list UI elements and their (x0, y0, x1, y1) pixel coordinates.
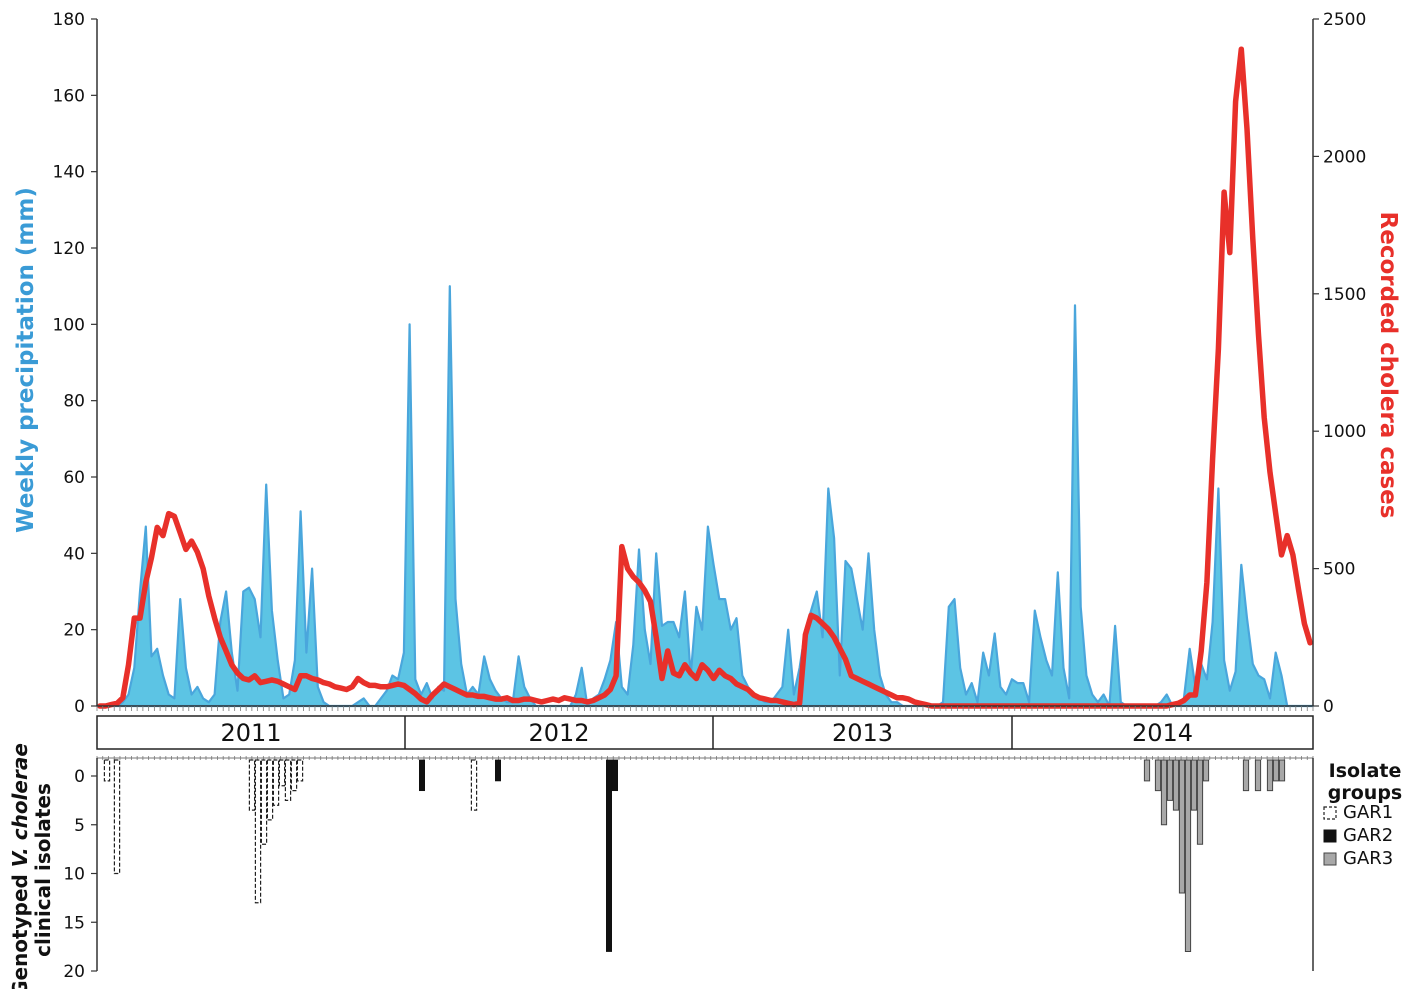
y-bottom-tick-label: 15 (63, 913, 85, 933)
legend-label-gar2: GAR2 (1343, 825, 1393, 846)
y-left-tick-label: 20 (63, 621, 85, 641)
year-label-2012: 2012 (528, 719, 589, 747)
isolate-bar-gar3 (1196, 759, 1204, 845)
isolate-bar-gar3 (1278, 759, 1286, 782)
axes-layer: 0204060801001201401601800500100015002000… (8, 10, 1366, 989)
isolate-bar-gar3 (1178, 759, 1186, 894)
y-right-tick-label: 1000 (1323, 422, 1366, 442)
isolate-bar-gar3 (1254, 759, 1262, 792)
year-label-2013: 2013 (832, 719, 893, 747)
y-right-tick-label: 0 (1323, 697, 1334, 717)
isolate-bar-gar1 (266, 759, 274, 821)
isolate-bar-gar3 (1202, 759, 1210, 782)
legend-label-gar3: GAR3 (1343, 848, 1393, 869)
isolate-bar-gar1 (278, 759, 286, 787)
y-right-tick-label: 2000 (1323, 147, 1366, 167)
isolate-bar-gar1 (470, 759, 478, 811)
y-bottom-tick-label: 20 (63, 962, 85, 982)
isolate-bar-gar1 (113, 759, 121, 875)
y-bottom-tick-label: 10 (63, 865, 85, 885)
y-left-tick-label: 140 (53, 163, 85, 183)
isolate-bar-gar1 (103, 759, 111, 782)
isolate-bar-gar3 (1266, 759, 1274, 792)
y-left-tick-label: 80 (63, 392, 85, 412)
y-left-tick-label: 60 (63, 468, 85, 488)
y-axis-bottom-title-line2: clinical isolates (31, 783, 55, 957)
isolate-bar-gar3 (1143, 759, 1151, 782)
y-right-tick-label: 500 (1323, 560, 1355, 580)
y-bottom-tick-label: 5 (74, 816, 85, 836)
y-left-tick-label: 100 (53, 315, 85, 335)
y-axis-left-title: Weekly precipitation (mm) (13, 187, 39, 533)
precipitation-area (95, 285, 1315, 708)
isolate-bar-gar2 (612, 759, 619, 792)
isolate-bar-gar3 (1154, 759, 1162, 792)
y-axis-right-title: Recorded cholera cases (1375, 212, 1401, 519)
isolate-bar-gar1 (254, 759, 262, 904)
isolate-bar-gar2 (606, 759, 613, 952)
legend-label-gar1: GAR1 (1343, 802, 1393, 823)
y-left-tick-label: 0 (74, 697, 85, 717)
legend-swatch-gar3 (1323, 852, 1337, 866)
legend-swatch-gar1 (1323, 806, 1337, 820)
isolate-bar-gar2 (418, 759, 425, 792)
year-label-2014: 2014 (1132, 719, 1193, 747)
isolate-bar-gar2 (494, 759, 501, 782)
y-bottom-tick-label: 0 (74, 767, 85, 787)
isolate-bar-gar3 (1190, 759, 1198, 811)
isolate-bar-gar3 (1172, 759, 1180, 811)
legend-title-line2: groups (1328, 782, 1402, 804)
legend-title-line1: Isolate (1329, 760, 1402, 782)
isolate-bar-gar3 (1184, 759, 1192, 952)
y-axis-bottom-title-line1: Genotyped V. cholerae (8, 743, 32, 989)
year-band (96, 715, 1314, 750)
isolate-bar-gar3 (1242, 759, 1250, 792)
isolate-bar-gar3 (1272, 759, 1280, 782)
isolate-bar-gar3 (1166, 759, 1174, 801)
y-left-tick-label: 40 (63, 544, 85, 564)
isolate-bar-gar1 (284, 759, 292, 801)
isolate-bar-gar3 (1160, 759, 1168, 826)
y-right-tick-label: 1500 (1323, 285, 1366, 305)
isolate-bar-gar1 (272, 759, 280, 806)
isolate-bar-gar1 (296, 759, 304, 782)
isolate-bar-gar1 (290, 759, 298, 792)
y-right-tick-label: 2500 (1323, 10, 1366, 30)
y-left-tick-label: 160 (53, 86, 85, 106)
y-left-tick-label: 180 (53, 10, 85, 30)
y-left-tick-label: 120 (53, 239, 85, 259)
legend-swatch-gar2 (1323, 829, 1337, 843)
isolate-bar-gar1 (260, 759, 268, 845)
isolate-bar-gar1 (248, 759, 256, 811)
precipitation-area-layer (95, 285, 1315, 708)
year-label-2011: 2011 (220, 719, 281, 747)
